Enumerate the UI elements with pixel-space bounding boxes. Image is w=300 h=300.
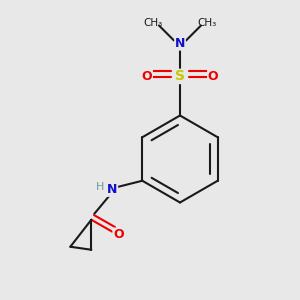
Text: CH₃: CH₃	[197, 17, 217, 28]
Text: N: N	[107, 183, 118, 196]
Text: S: S	[175, 70, 185, 83]
Text: H: H	[96, 182, 104, 192]
Text: N: N	[175, 37, 185, 50]
Text: CH₃: CH₃	[143, 17, 163, 28]
Text: O: O	[208, 70, 218, 83]
Text: O: O	[142, 70, 152, 83]
Text: O: O	[113, 228, 124, 241]
